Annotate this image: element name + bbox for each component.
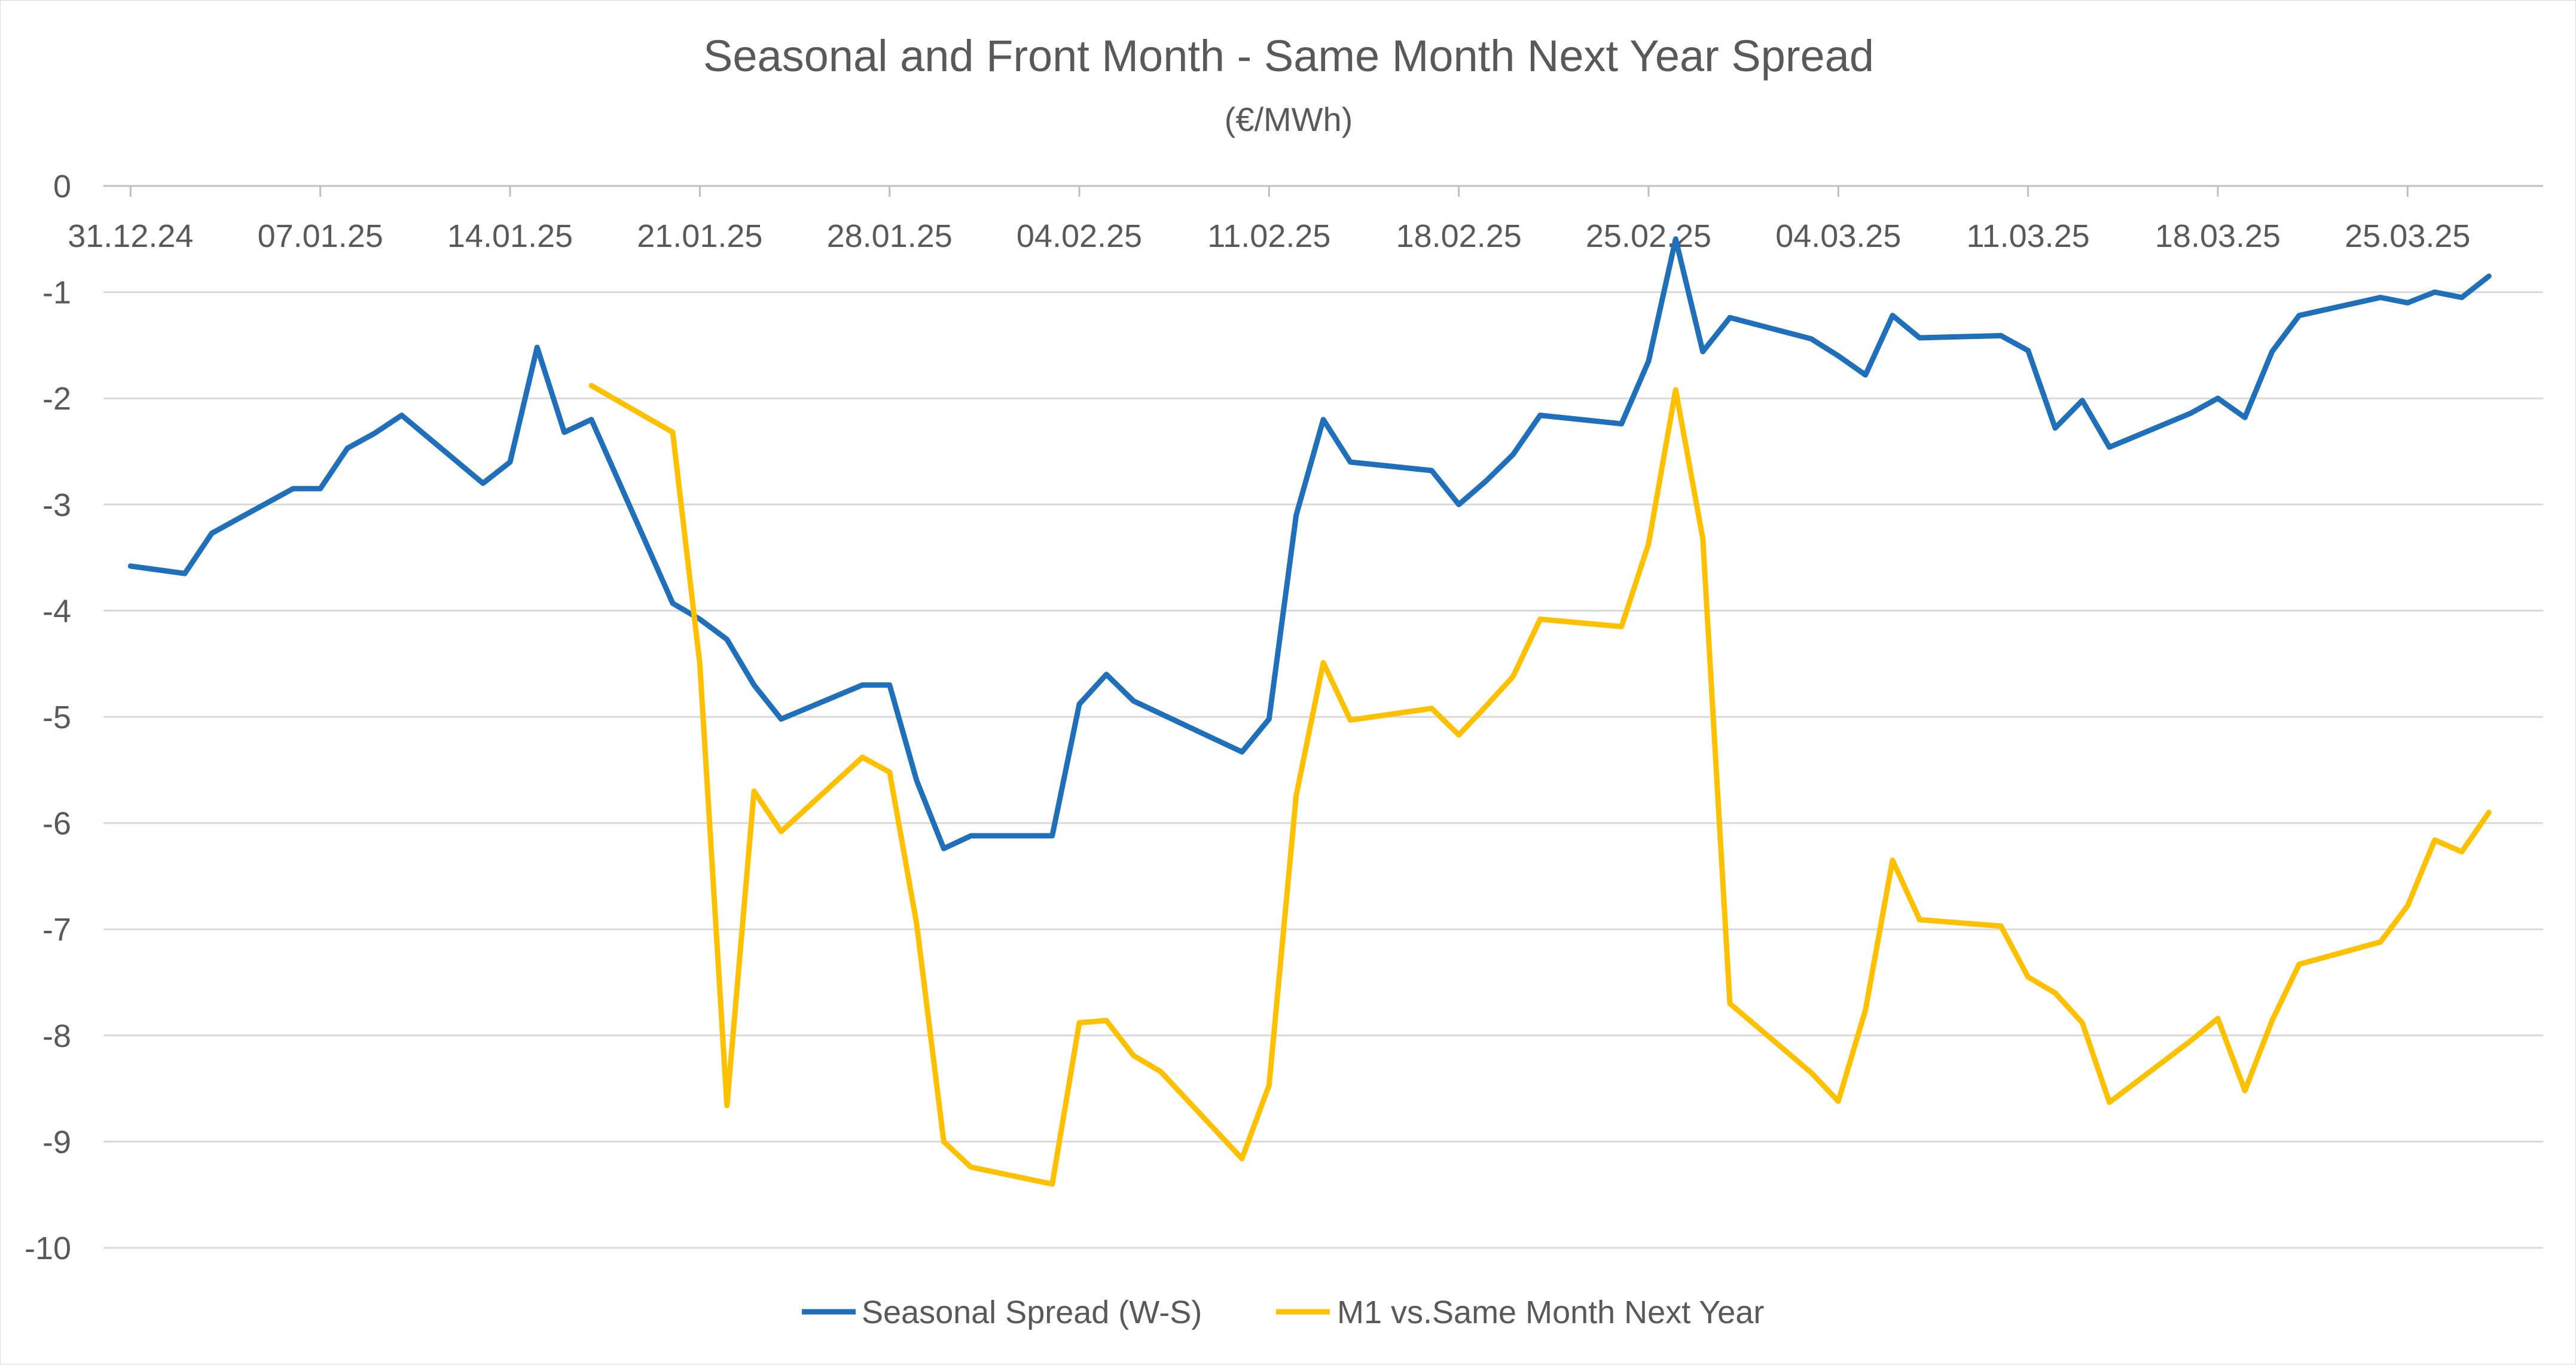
x-tick-label: 21.01.25 — [637, 218, 762, 254]
x-tick-label: 25.02.25 — [1586, 218, 1711, 254]
x-tick-label: 07.01.25 — [258, 218, 383, 254]
y-tick-label: -4 — [42, 593, 71, 629]
y-tick-label: 0 — [53, 169, 71, 204]
x-tick-label: 25.03.25 — [2345, 218, 2470, 254]
x-tick-label: 28.01.25 — [827, 218, 953, 254]
y-tick-label: -3 — [42, 487, 71, 523]
chart-subtitle: (€/MWh) — [1225, 100, 1353, 138]
x-tick-label: 04.03.25 — [1775, 218, 1901, 254]
y-tick-label: -6 — [42, 806, 71, 842]
y-tick-label: -1 — [42, 275, 71, 311]
x-tick-label: 18.03.25 — [2155, 218, 2281, 254]
y-tick-label: -7 — [42, 912, 71, 948]
x-tick-label: 04.02.25 — [1017, 218, 1142, 254]
y-tick-label: -10 — [25, 1230, 71, 1266]
y-tick-label: -8 — [42, 1018, 71, 1054]
legend: Seasonal Spread (W-S) M1 vs.Same Month N… — [802, 1294, 1764, 1330]
x-tick-label: 31.12.24 — [68, 218, 193, 254]
series-line-seasonal-spread — [127, 236, 2492, 851]
chart-title: Seasonal and Front Month - Same Month Ne… — [703, 31, 1874, 81]
legend-label-m1: M1 vs.Same Month Next Year — [1337, 1294, 1764, 1330]
x-tick-label: 11.03.25 — [1967, 218, 2090, 254]
y-tick-label: -2 — [42, 381, 71, 417]
legend-item-seasonal: Seasonal Spread (W-S) — [802, 1294, 1202, 1330]
y-axis-ticks: 0 -1 -2 -3 -4 -5 -6 -7 -8 -9 -10 — [25, 169, 71, 1266]
series-line-m1-vs-same-month-next-year — [588, 383, 2492, 1187]
x-tick-label: 14.01.25 — [447, 218, 573, 254]
series-layer — [127, 236, 2492, 1187]
y-tick-label: -5 — [42, 700, 71, 735]
y-tick-label: -9 — [42, 1124, 71, 1160]
legend-label-seasonal: Seasonal Spread (W-S) — [862, 1294, 1202, 1330]
x-tick-label: 18.02.25 — [1396, 218, 1522, 254]
gridlines — [103, 185, 2543, 1249]
x-axis-ticks: 31.12.24 07.01.25 14.01.25 21.01.25 28.01.25… — [68, 218, 2470, 254]
legend-item-m1: M1 vs.Same Month Next Year — [1276, 1294, 1764, 1330]
x-tick-label: 11.02.25 — [1207, 218, 1330, 254]
